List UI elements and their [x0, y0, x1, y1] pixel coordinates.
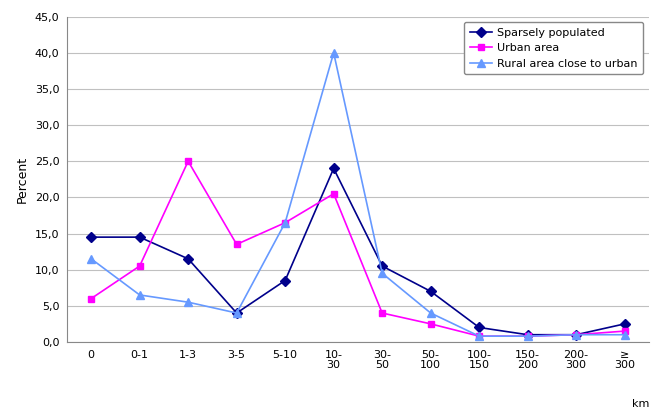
- Rural area close to urban: [87, 256, 95, 261]
- Text: km: km: [632, 399, 649, 409]
- Sparsely populated: [136, 235, 144, 240]
- Urban area: [87, 296, 95, 301]
- Rural area close to urban: [330, 50, 338, 55]
- Sparsely populated: [621, 322, 629, 327]
- Sparsely populated: [233, 311, 241, 316]
- Rural area close to urban: [524, 334, 532, 339]
- Legend: Sparsely populated, Urban area, Rural area close to urban: Sparsely populated, Urban area, Rural ar…: [464, 22, 644, 75]
- Rural area close to urban: [281, 220, 289, 225]
- Line: Urban area: Urban area: [88, 158, 628, 339]
- Urban area: [136, 264, 144, 269]
- Sparsely populated: [184, 256, 192, 261]
- Sparsely populated: [524, 332, 532, 337]
- Rural area close to urban: [233, 311, 241, 316]
- Rural area close to urban: [136, 292, 144, 297]
- Urban area: [330, 191, 338, 196]
- Rural area close to urban: [184, 300, 192, 305]
- Urban area: [524, 334, 532, 339]
- Rural area close to urban: [621, 332, 629, 337]
- Urban area: [621, 329, 629, 334]
- Rural area close to urban: [475, 334, 483, 339]
- Sparsely populated: [330, 166, 338, 171]
- Urban area: [572, 332, 580, 337]
- Sparsely populated: [475, 325, 483, 330]
- Urban area: [184, 159, 192, 164]
- Line: Sparsely populated: Sparsely populated: [88, 165, 628, 338]
- Line: Rural area close to urban: Rural area close to urban: [87, 49, 629, 340]
- Sparsely populated: [378, 264, 386, 269]
- Rural area close to urban: [572, 332, 580, 337]
- Rural area close to urban: [378, 271, 386, 276]
- Urban area: [281, 220, 289, 225]
- Rural area close to urban: [427, 311, 435, 316]
- Urban area: [475, 334, 483, 339]
- Urban area: [427, 322, 435, 327]
- Y-axis label: Percent: Percent: [16, 156, 29, 203]
- Urban area: [233, 242, 241, 247]
- Urban area: [378, 311, 386, 316]
- Sparsely populated: [281, 278, 289, 283]
- Sparsely populated: [427, 289, 435, 294]
- Sparsely populated: [572, 332, 580, 337]
- Sparsely populated: [87, 235, 95, 240]
